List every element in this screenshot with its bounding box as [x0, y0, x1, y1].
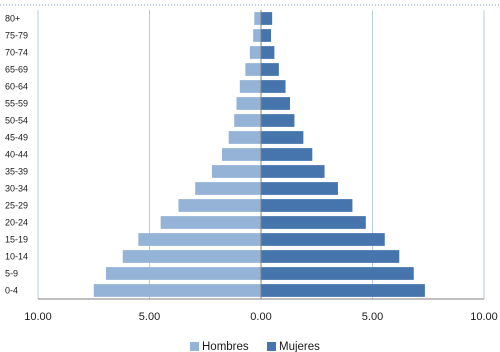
category-label-20-24: 20-24 [5, 218, 28, 228]
legend-label-mujeres: Mujeres [279, 341, 320, 352]
legend-item-hombres[interactable]: Hombres [190, 341, 249, 352]
bar-hombres-35-39 [211, 165, 261, 178]
x-tick-label-3: 5.00 [362, 311, 383, 323]
bar-mujeres-15-19 [261, 233, 385, 246]
category-label-45-49: 45-49 [5, 133, 28, 143]
bar-mujeres-25-29 [261, 199, 353, 212]
category-label-50-54: 50-54 [5, 116, 28, 126]
category-label-5-9: 5-9 [5, 269, 18, 279]
legend[interactable]: Hombres Mujeres [190, 341, 320, 352]
x-tick-labels: 10.00 5.00 0.00 5.00 10.00 [24, 311, 498, 323]
category-label-65-69: 65-69 [5, 65, 28, 75]
bars [93, 12, 425, 297]
bar-hombres-80+ [254, 12, 261, 25]
bar-hombres-60-64 [239, 80, 261, 93]
bar-hombres-65-69 [245, 63, 261, 76]
bar-mujeres-20-24 [261, 216, 366, 229]
bar-mujeres-65-69 [261, 63, 279, 76]
bar-hombres-25-29 [178, 199, 261, 212]
bar-hombres-20-24 [160, 216, 261, 229]
bar-mujeres-40-44 [261, 148, 313, 161]
bar-mujeres-35-39 [261, 165, 325, 178]
bar-mujeres-55-59 [261, 97, 290, 110]
bar-hombres-75-79 [253, 29, 261, 42]
bar-hombres-40-44 [221, 148, 261, 161]
category-label-25-29: 25-29 [5, 201, 28, 211]
bar-mujeres-75-79 [261, 29, 272, 42]
bar-hombres-45-49 [228, 131, 261, 144]
bar-hombres-15-19 [138, 233, 261, 246]
x-tick-label-1: 5.00 [139, 311, 160, 323]
bar-hombres-55-59 [236, 97, 261, 110]
bar-mujeres-70-74 [261, 46, 275, 59]
bar-mujeres-50-54 [261, 114, 295, 127]
bar-hombres-30-34 [195, 182, 261, 195]
legend-item-mujeres[interactable]: Mujeres [267, 341, 320, 352]
bar-hombres-50-54 [234, 114, 261, 127]
x-tick-label-4: 10.00 [470, 311, 498, 323]
category-label-10-14: 10-14 [5, 252, 28, 262]
legend-label-hombres: Hombres [202, 341, 249, 352]
category-label-75-79: 75-79 [5, 31, 28, 41]
bar-mujeres-5-9 [261, 267, 414, 280]
category-labels: 80+ 75-79 70-74 65-69 60-64 55-59 50-54 45-49 40… [5, 14, 28, 296]
bar-hombres-70-74 [249, 46, 261, 59]
bar-hombres-0-4 [93, 284, 261, 297]
bar-mujeres-0-4 [261, 284, 425, 297]
bar-mujeres-10-14 [261, 250, 400, 263]
x-tick-label-2: 0.00 [250, 311, 271, 323]
axes [38, 10, 484, 300]
bar-mujeres-60-64 [261, 80, 286, 93]
category-label-60-64: 60-64 [5, 82, 28, 92]
category-label-30-34: 30-34 [5, 184, 28, 194]
category-label-55-59: 55-59 [5, 99, 28, 109]
category-label-0-4: 0-4 [5, 286, 18, 296]
category-label-80+: 80+ [5, 14, 20, 24]
category-label-40-44: 40-44 [5, 150, 28, 160]
category-label-35-39: 35-39 [5, 167, 28, 177]
category-label-70-74: 70-74 [5, 48, 28, 58]
bar-hombres-5-9 [106, 267, 261, 280]
bar-mujeres-45-49 [261, 131, 304, 144]
x-tick-label-0: 10.00 [24, 311, 52, 323]
legend-swatch-mujeres [267, 342, 276, 351]
category-label-15-19: 15-19 [5, 235, 28, 245]
bar-mujeres-80+ [261, 12, 273, 25]
legend-swatch-hombres [190, 342, 199, 351]
bar-hombres-10-14 [122, 250, 262, 263]
bar-mujeres-30-34 [261, 182, 338, 195]
